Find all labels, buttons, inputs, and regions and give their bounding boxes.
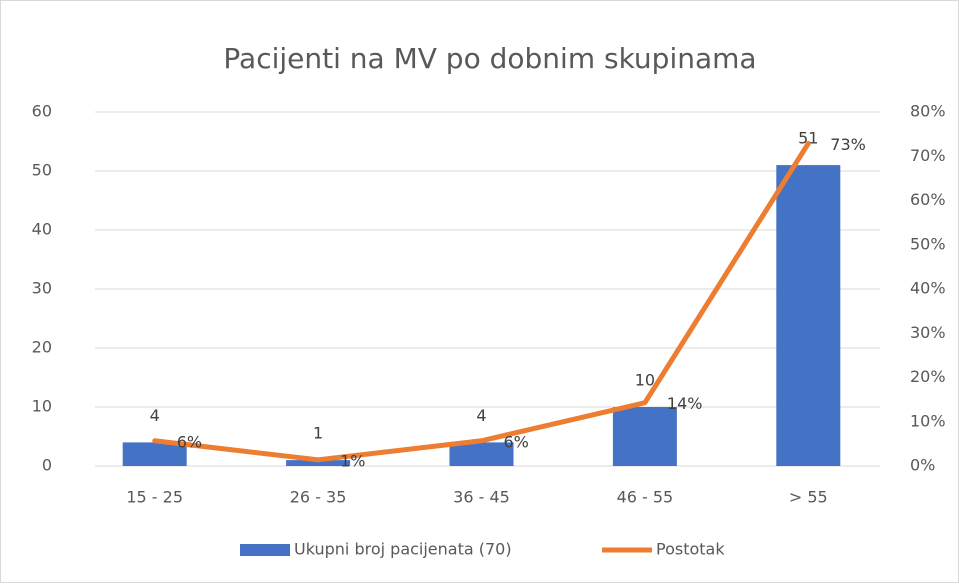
line bbox=[152, 140, 811, 463]
y-tick-label: 0 bbox=[42, 456, 52, 475]
bar bbox=[286, 460, 351, 466]
x-tick-label: 15 - 25 bbox=[126, 488, 183, 507]
y-tick-label: 30 bbox=[32, 279, 52, 298]
data-label: 1 bbox=[313, 424, 323, 443]
data-label: 51 bbox=[798, 129, 818, 148]
y2-tick-label: 60% bbox=[910, 190, 946, 209]
y-tick-label: 20 bbox=[32, 338, 52, 357]
data-label: 14% bbox=[667, 394, 703, 413]
legend-swatch bbox=[240, 544, 290, 556]
y2-tick-label: 50% bbox=[910, 234, 946, 253]
data-label: 6% bbox=[504, 432, 529, 451]
y-tick-label: 60 bbox=[32, 102, 52, 121]
y-tick-label: 10 bbox=[32, 397, 52, 416]
x-tick-label: 26 - 35 bbox=[290, 488, 347, 507]
bar bbox=[122, 442, 187, 466]
data-label: 10 bbox=[635, 371, 655, 390]
data-label: 6% bbox=[177, 432, 202, 451]
y-tick-label: 50 bbox=[32, 161, 52, 180]
x-tick-label: > 55 bbox=[789, 488, 828, 507]
y2-tick-label: 40% bbox=[910, 279, 946, 298]
x-tick-label: 36 - 45 bbox=[453, 488, 510, 507]
data-label: 4 bbox=[476, 406, 486, 425]
y2-tick-label: 80% bbox=[910, 102, 946, 121]
y2-tick-label: 30% bbox=[910, 323, 946, 342]
y2-tick-label: 0% bbox=[910, 456, 935, 475]
y2-tick-label: 20% bbox=[910, 367, 946, 386]
data-label: 73% bbox=[830, 135, 866, 154]
x-tick-label: 46 - 55 bbox=[617, 488, 674, 507]
data-label: 1% bbox=[340, 451, 365, 470]
y2-tick-label: 70% bbox=[910, 146, 946, 165]
legend-label: Postotak bbox=[656, 540, 725, 559]
data-label: 4 bbox=[150, 406, 160, 425]
chart-title: Pacijenti na MV po dobnim skupinama bbox=[223, 42, 756, 75]
legend-label: Ukupni broj pacijenata (70) bbox=[294, 540, 512, 559]
y-tick-label: 40 bbox=[32, 220, 52, 239]
bar bbox=[449, 442, 514, 466]
bar bbox=[612, 407, 677, 466]
y2-tick-label: 10% bbox=[910, 411, 946, 430]
bar bbox=[776, 165, 841, 466]
